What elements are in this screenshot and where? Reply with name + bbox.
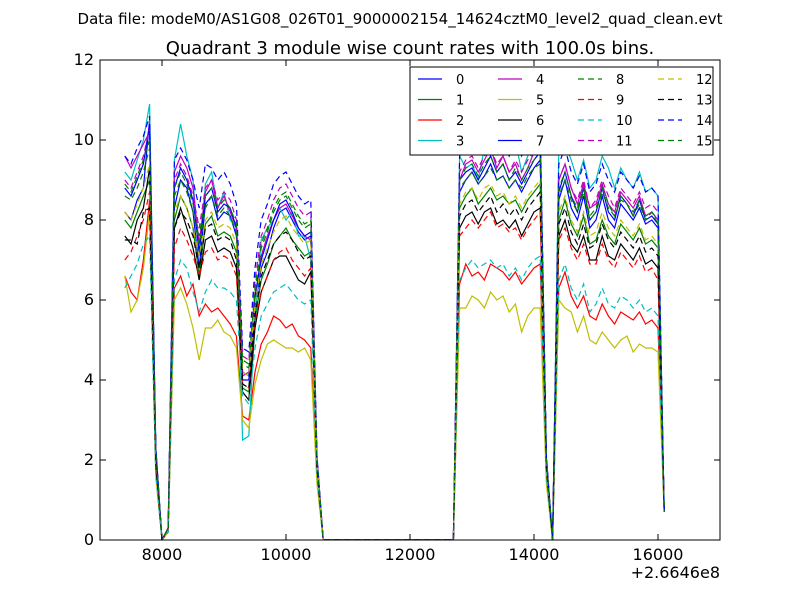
legend-label-7: 7 (536, 135, 544, 150)
y-tick-label: 12 (74, 50, 94, 69)
legend-label-14: 14 (696, 114, 713, 129)
series-line-10 (124, 234, 665, 540)
legend-label-3: 3 (456, 135, 464, 150)
legend-label-13: 13 (696, 94, 713, 109)
y-tick-label: 4 (84, 370, 94, 389)
x-tick-label: 16000 (633, 545, 684, 564)
x-tick-label: 14000 (509, 545, 560, 564)
x-tick-label: 10000 (261, 545, 312, 564)
series-line-5 (124, 211, 665, 540)
x-tick-label: 8000 (142, 545, 183, 564)
series-layer (124, 103, 665, 540)
legend-label-15: 15 (696, 135, 713, 150)
legend-label-11: 11 (616, 135, 633, 150)
y-tick-label: 10 (74, 130, 94, 149)
y-tick-label: 2 (84, 450, 94, 469)
y-tick-label: 0 (84, 530, 94, 549)
series-line-15 (124, 139, 665, 540)
series-line-12 (124, 163, 665, 540)
series-line-11 (124, 127, 665, 540)
legend-label-1: 1 (456, 94, 464, 109)
y-tick-label: 8 (84, 210, 94, 229)
series-line-9 (124, 191, 665, 540)
y-tick-label: 6 (84, 290, 94, 309)
legend-label-0: 0 (456, 73, 464, 88)
x-tick-label: 12000 (385, 545, 436, 564)
chart-title: Quadrant 3 module wise count rates with … (166, 38, 655, 59)
legend-label-2: 2 (456, 114, 464, 129)
legend-label-4: 4 (536, 73, 544, 88)
legend-label-10: 10 (616, 114, 633, 129)
legend-label-12: 12 (696, 73, 713, 88)
legend-label-5: 5 (536, 94, 544, 109)
legend-label-9: 9 (616, 94, 624, 109)
x-offset-label: +2.6646e8 (631, 563, 720, 582)
legend-label-6: 6 (536, 114, 544, 129)
series-line-8 (124, 147, 665, 540)
legend-label-8: 8 (616, 73, 624, 88)
suptitle: Data file: modeM0/AS1G08_026T01_90000021… (78, 10, 723, 29)
